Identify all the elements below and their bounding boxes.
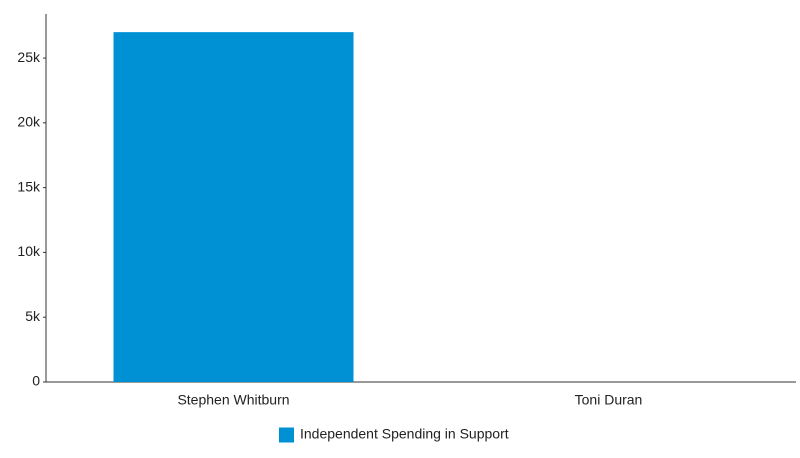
y-tick-label: 25k [17, 49, 41, 65]
y-tick-label: 20k [17, 114, 41, 130]
bar [113, 32, 354, 383]
legend-label: Independent Spending in Support [300, 426, 509, 442]
legend-swatch [279, 427, 294, 443]
y-tick-label: 0 [32, 373, 40, 389]
x-tick-label: Stephen Whitburn [177, 392, 289, 408]
y-tick-label: 10k [17, 243, 41, 259]
y-tick-label: 15k [17, 178, 41, 194]
x-tick-label: Toni Duran [575, 392, 643, 408]
y-tick-label: 5k [25, 308, 41, 324]
